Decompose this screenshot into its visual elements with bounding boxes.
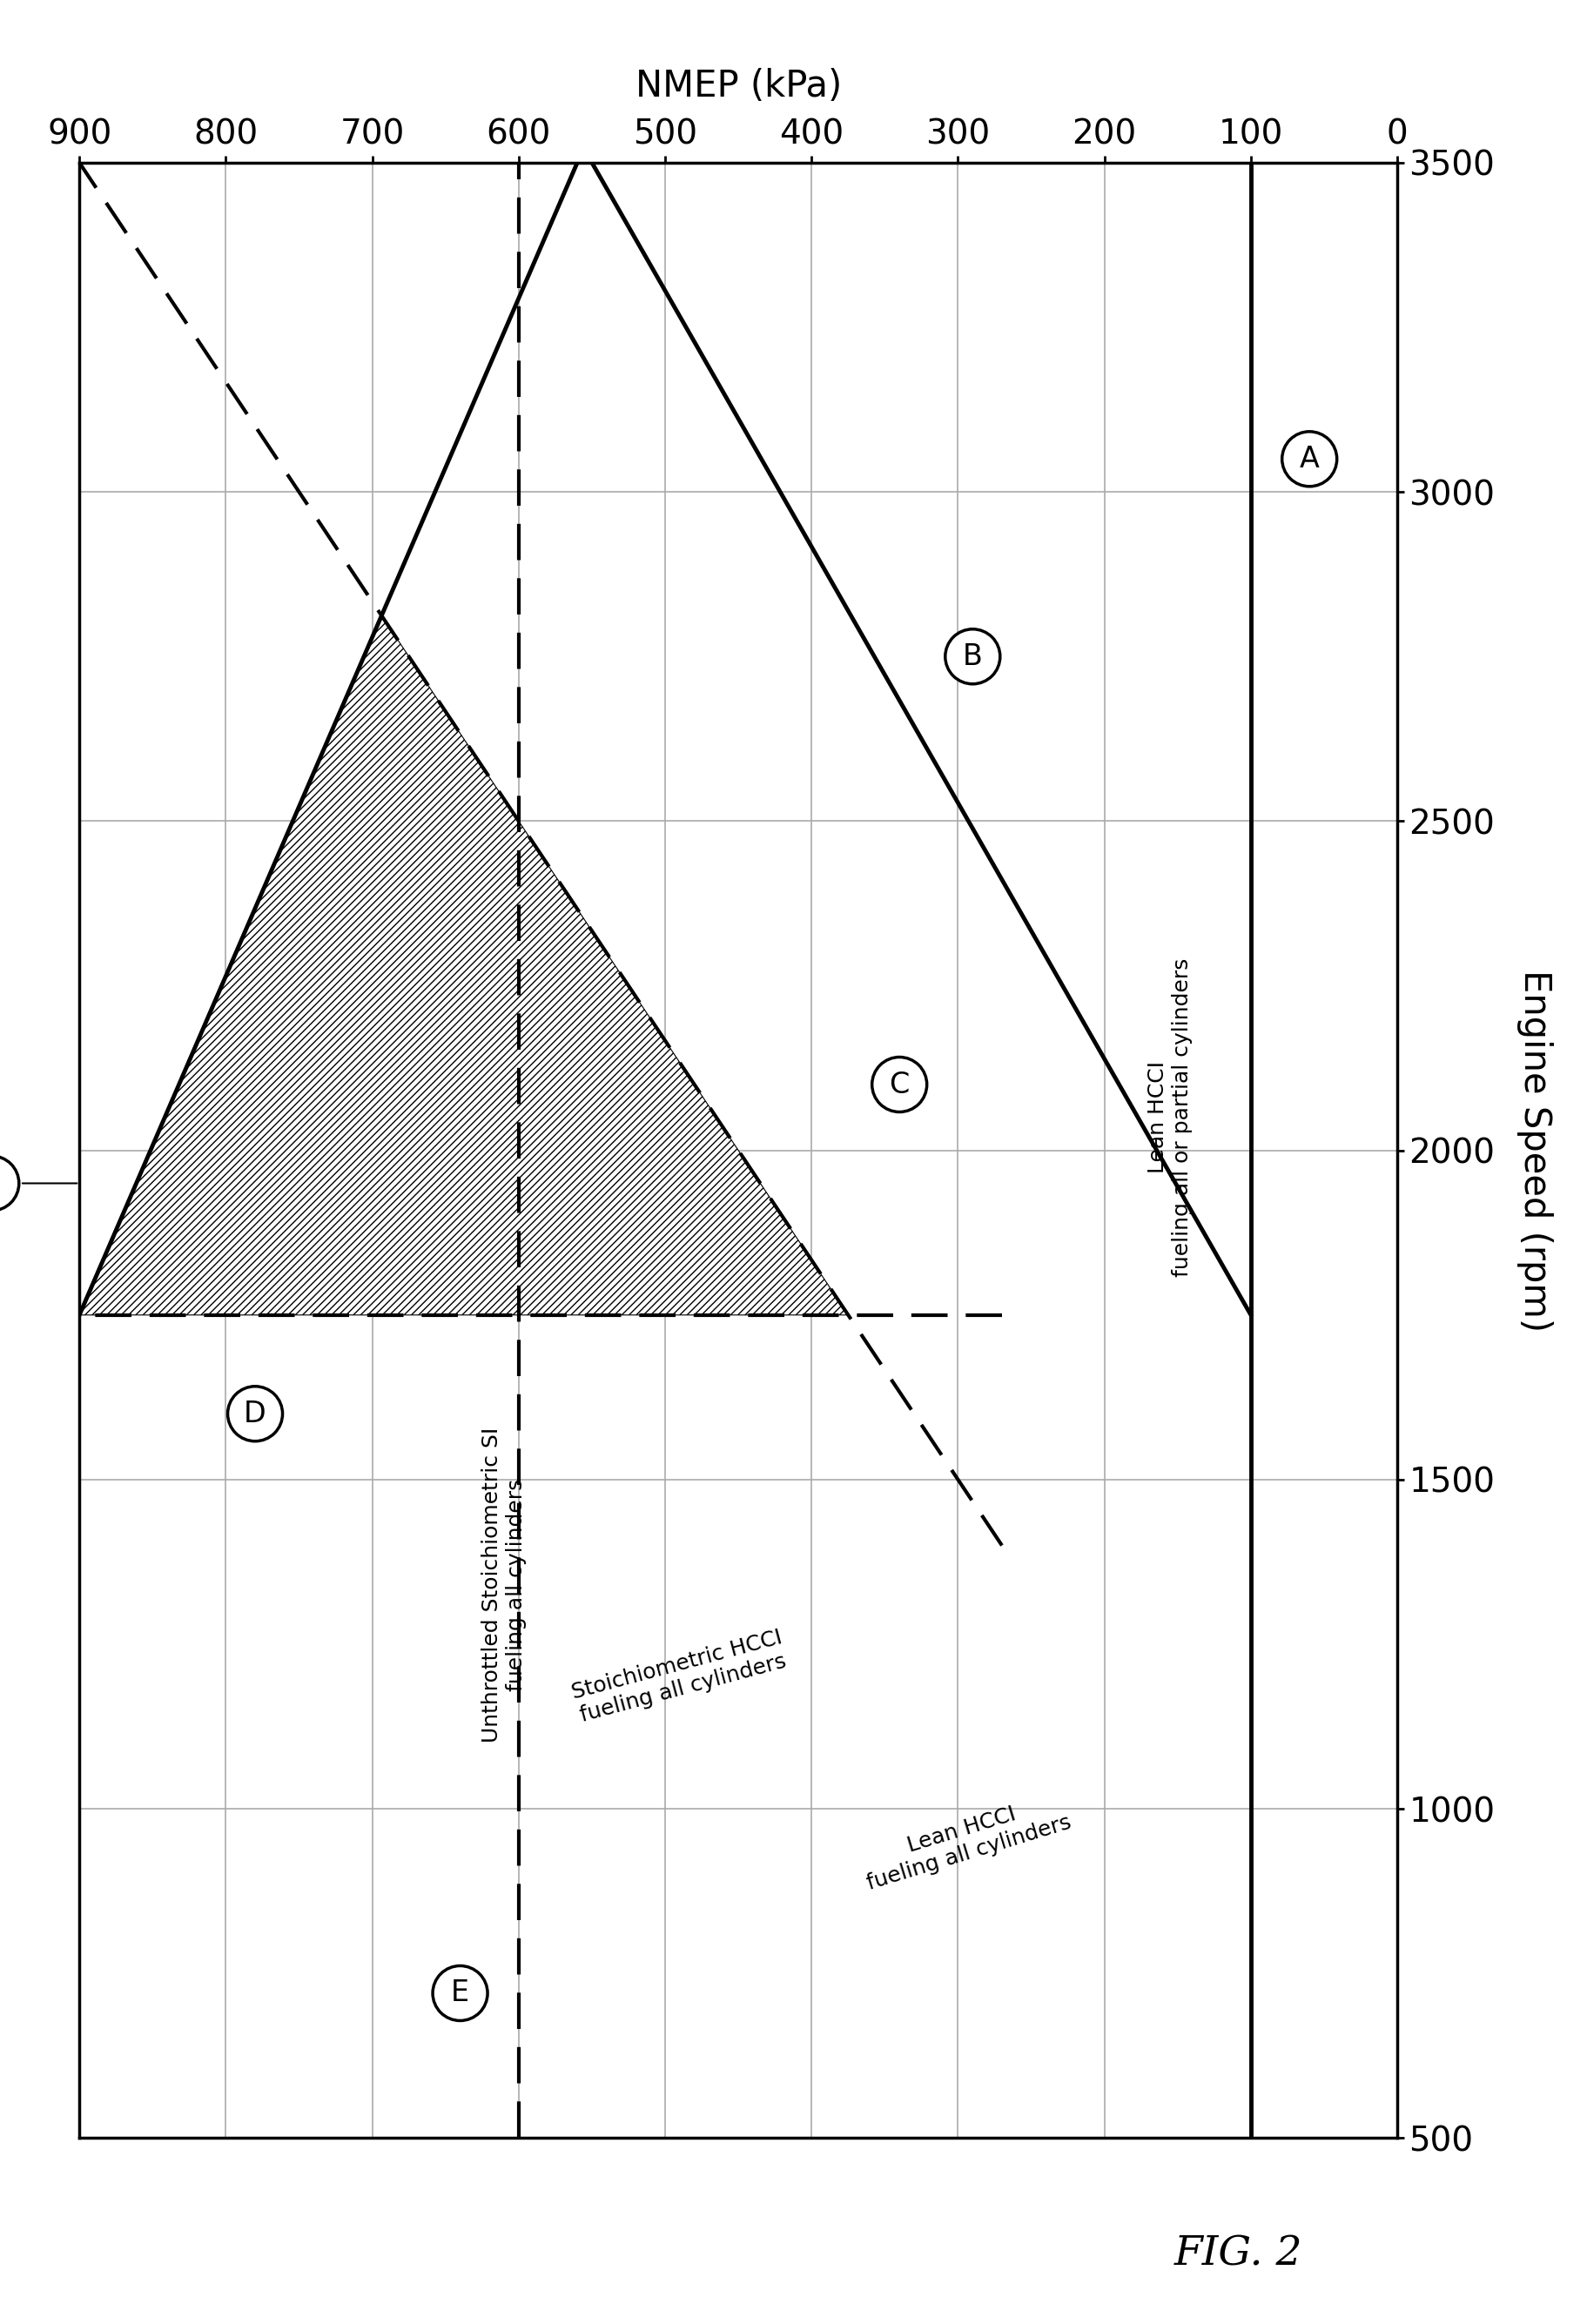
Text: Stoichiometric HCCI
fueling all cylinders: Stoichiometric HCCI fueling all cylinder… bbox=[568, 1627, 790, 1727]
X-axis label: NMEP (kPa): NMEP (kPa) bbox=[635, 67, 841, 105]
Text: Unthrottled Stoichiometric SI
fueling all cylinders: Unthrottled Stoichiometric SI fueling al… bbox=[481, 1427, 527, 1743]
Text: B: B bbox=[962, 641, 982, 672]
Y-axis label: Engine Speed (rpm): Engine Speed (rpm) bbox=[1516, 969, 1552, 1332]
Text: D: D bbox=[244, 1399, 267, 1429]
Text: Lean HCCI
fueling all or partial cylinders: Lean HCCI fueling all or partial cylinde… bbox=[1147, 957, 1192, 1276]
Text: A: A bbox=[1298, 444, 1319, 474]
Polygon shape bbox=[79, 616, 847, 1315]
Text: F: F bbox=[0, 1169, 76, 1197]
Text: Lean HCCI
fueling all cylinders: Lean HCCI fueling all cylinders bbox=[857, 1789, 1073, 1894]
Text: FIG. 2: FIG. 2 bbox=[1174, 2236, 1301, 2273]
Text: E: E bbox=[451, 1978, 470, 2008]
Text: C: C bbox=[889, 1069, 909, 1099]
